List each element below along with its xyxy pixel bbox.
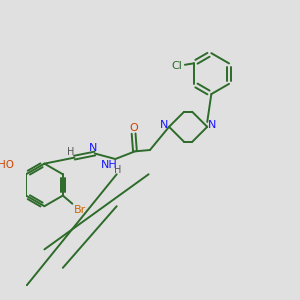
Text: O: O — [129, 123, 138, 133]
Text: H: H — [67, 147, 74, 157]
Text: Br: Br — [74, 205, 86, 215]
Text: N: N — [208, 121, 216, 130]
Text: HO: HO — [0, 160, 14, 170]
Text: Cl: Cl — [171, 61, 182, 70]
Text: N: N — [89, 142, 98, 152]
Text: N: N — [160, 121, 168, 130]
Text: H: H — [114, 166, 122, 176]
Text: NH: NH — [101, 160, 118, 170]
